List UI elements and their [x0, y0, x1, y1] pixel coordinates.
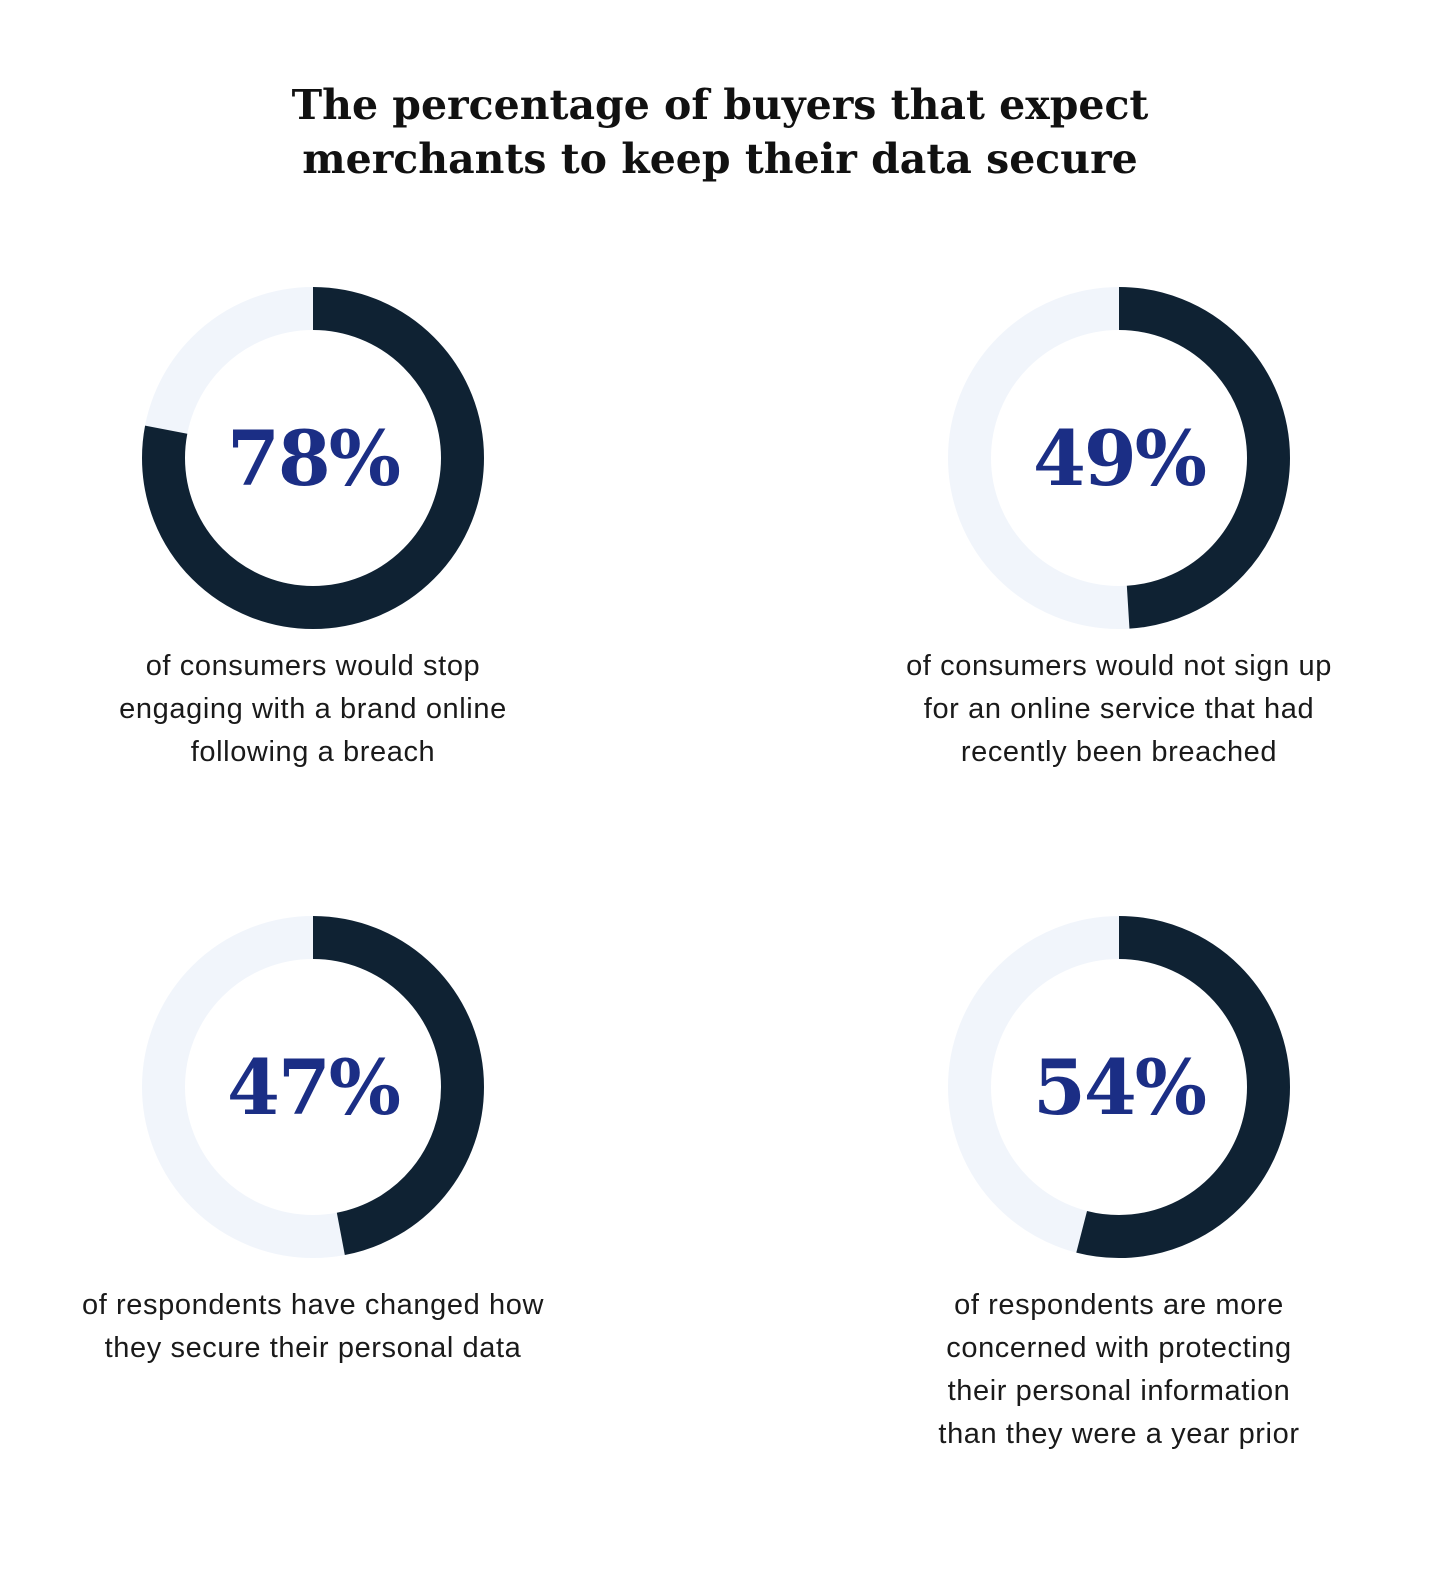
caption-1-line-3: following a breach: [190, 736, 436, 768]
percent-label-1: 78%: [227, 413, 401, 503]
donut-chart-1: 78%: [139, 284, 487, 632]
caption-4-line-1: of respondents are more: [954, 1289, 1284, 1321]
caption-1-line-2: engaging with a brand online: [119, 693, 507, 725]
caption-3-line-1: of respondents have changed how: [82, 1289, 544, 1321]
percent-label-2: 49%: [1033, 413, 1207, 503]
caption-1-line-1: of consumers would stop: [145, 650, 481, 682]
caption-3-line-2: they secure their personal data: [104, 1332, 522, 1364]
percent-label-4: 54%: [1033, 1042, 1207, 1132]
caption-2-line-3: recently been breached: [960, 736, 1278, 768]
title-line-1: The percentage of buyers that expect: [291, 81, 1149, 129]
caption-4-line-4: than they were a year prior: [938, 1418, 1300, 1450]
donut-svg-3: [142, 916, 484, 1258]
donut-chart-3: 47%: [139, 913, 487, 1261]
percent-label-3: 47%: [227, 1042, 401, 1132]
caption-2-line-1: of consumers would not sign up: [906, 650, 1332, 682]
caption-4-line-3: their personal information: [947, 1375, 1291, 1407]
chart-title: The percentage of buyers that expect mer…: [0, 78, 1440, 186]
donut-svg-1: [142, 287, 484, 629]
caption-2-line-2: for an online service that had: [923, 693, 1315, 725]
donut-arc-4: [948, 916, 1290, 1258]
title-line-2: merchants to keep their data secure: [302, 135, 1138, 183]
caption-2: of consumers would not sign up for an on…: [819, 645, 1419, 774]
donut-arc-1: [142, 287, 484, 629]
donut-chart-2: 49%: [945, 284, 1293, 632]
donut-svg-4: [948, 916, 1290, 1258]
donut-arc-3: [142, 916, 484, 1258]
caption-1: of consumers would stop engaging with a …: [13, 645, 613, 774]
donut-chart-4: 54%: [945, 913, 1293, 1261]
caption-3: of respondents have changed how they sec…: [13, 1284, 613, 1370]
caption-4-line-2: concerned with protecting: [946, 1332, 1292, 1364]
caption-4: of respondents are more concerned with p…: [819, 1284, 1419, 1456]
donut-svg-2: [948, 287, 1290, 629]
donut-arc-2: [948, 287, 1290, 629]
